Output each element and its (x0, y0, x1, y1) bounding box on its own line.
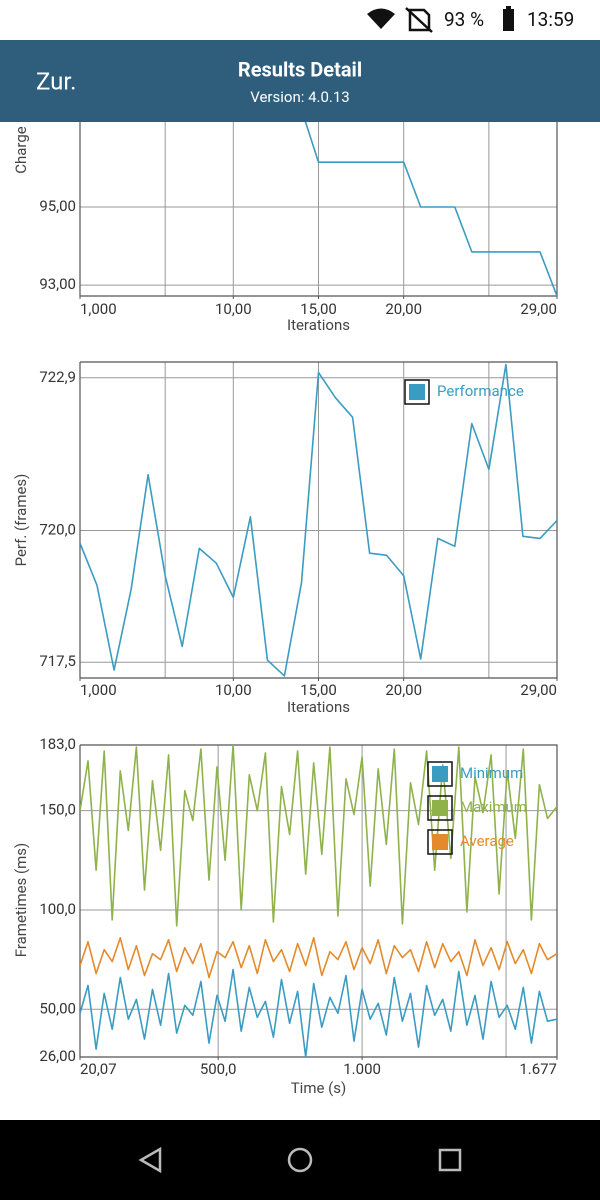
x-tick-label: 20,07 (80, 1060, 117, 1078)
x-tick-label: 10,00 (215, 681, 252, 699)
app-title: Results Detail (238, 57, 362, 81)
legend-label: Maximum (460, 798, 527, 816)
x-axis-title: Iterations (287, 316, 350, 334)
series-line (80, 745, 557, 927)
app-bar (0, 40, 600, 122)
legend-label: Performance (437, 382, 524, 400)
battery-icon (503, 6, 514, 31)
x-tick-label: 500,0 (200, 1060, 237, 1078)
y-tick-label: 95,00 (39, 197, 76, 215)
x-tick-label: 1,000 (80, 300, 117, 318)
y-tick-label: 150,0 (39, 801, 76, 819)
x-tick-label: 1,000 (80, 681, 117, 699)
nav-recents[interactable] (438, 1148, 462, 1172)
battery-level: 93 % (444, 8, 484, 31)
x-tick-label: 10,00 (215, 300, 252, 318)
app-subtitle: Version: 4.0.13 (250, 88, 349, 106)
clock: 13:59 (527, 8, 574, 31)
nav-home[interactable] (287, 1147, 313, 1173)
y-tick-label: 100,0 (39, 900, 76, 918)
x-tick-label: 15,00 (300, 300, 337, 318)
x-tick-label: 29,00 (520, 681, 557, 699)
y-axis-title: Perf. (frames) (12, 474, 30, 567)
y-tick-label: 183,0 (39, 735, 76, 753)
nav-back[interactable] (138, 1146, 162, 1174)
plot-frame (79, 100, 558, 297)
wifi-icon (367, 8, 395, 29)
charts: 93,00 95,00 1,000 10,00 15,00 20,00 29,00 Itera… (12, 100, 558, 1097)
series-line (80, 937, 557, 979)
plot-frame (79, 744, 558, 1058)
legend-label: Average (460, 832, 514, 850)
plot-frame (79, 361, 558, 679)
y-tick-label: 50,00 (39, 999, 76, 1017)
x-axis-title: Time (s) (291, 1079, 347, 1097)
x-tick-label: 15,00 (300, 681, 337, 699)
x-tick-label: 20,00 (385, 300, 422, 318)
y-tick-label: 720,0 (39, 521, 76, 539)
x-tick-label: 29,00 (520, 300, 557, 318)
legend-label: Minimum (460, 764, 523, 782)
y-axis-title: Frametimes (ms) (12, 843, 30, 958)
x-tick-label: 1.677 (519, 1060, 557, 1078)
legend-swatch-border (427, 829, 453, 855)
chart: 26,00 50,00 100,0 150,0 183,0 20,07 500,0 1.000… (12, 735, 558, 1097)
legend-swatch-border (427, 761, 453, 787)
legend-swatch (432, 800, 448, 816)
y-tick-label: 722,9 (39, 368, 76, 386)
legend-swatch (432, 834, 448, 850)
series-line (80, 363, 557, 677)
back-button[interactable]: Zur. (36, 67, 76, 95)
y-tick-label: 93,00 (39, 275, 76, 293)
y-tick-label: 26,00 (39, 1047, 76, 1065)
y-axis-title: Charge (12, 126, 30, 174)
series-line (300, 109, 557, 296)
x-tick-label: 1.000 (343, 1060, 381, 1078)
x-tick-label: 20,00 (385, 681, 422, 699)
legend-swatch-border (404, 379, 430, 405)
status-bar (0, 0, 600, 40)
chart: 717,5 720,0 722,9 1,000 10,00 15,00 20,00 29,00… (12, 361, 558, 716)
nav-bar (0, 1120, 600, 1200)
legend-swatch-border (427, 795, 453, 821)
x-axis-title: Iterations (287, 698, 350, 716)
series-line (80, 968, 557, 1057)
y-tick-label: 717,5 (39, 652, 76, 670)
legend-swatch (432, 766, 448, 782)
sim-icon (405, 7, 433, 33)
chart: 93,00 95,00 1,000 10,00 15,00 20,00 29,00 Itera… (12, 100, 558, 334)
legend-swatch (409, 384, 425, 400)
